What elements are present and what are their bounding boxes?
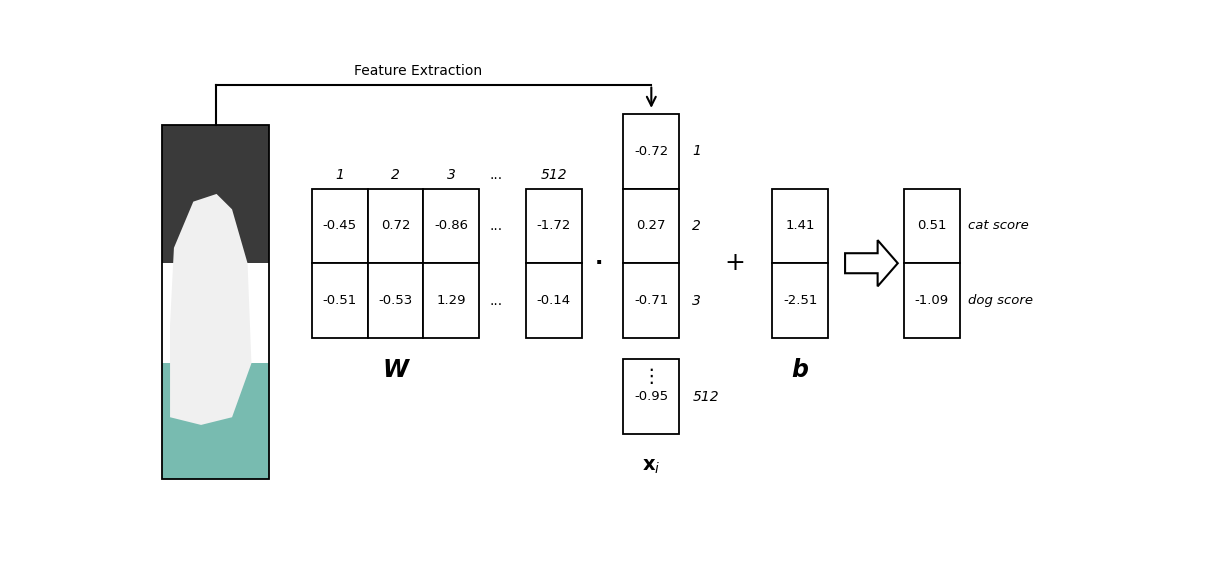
- Bar: [526, 188, 581, 264]
- Text: 0.51: 0.51: [917, 219, 946, 233]
- Text: W: W: [383, 359, 409, 382]
- Text: -0.14: -0.14: [536, 294, 570, 307]
- Bar: [623, 360, 679, 434]
- Bar: [163, 125, 269, 264]
- Text: ...: ...: [490, 168, 503, 182]
- Bar: [905, 188, 960, 264]
- Bar: [772, 188, 827, 264]
- Text: dog score: dog score: [967, 294, 1033, 307]
- Bar: [312, 264, 367, 338]
- Text: -0.45: -0.45: [323, 219, 357, 233]
- Bar: [526, 264, 581, 338]
- Bar: [163, 363, 269, 479]
- Text: -1.09: -1.09: [914, 294, 949, 307]
- Text: 1: 1: [693, 144, 701, 158]
- Text: +: +: [725, 251, 745, 275]
- Text: Feature Extraction: Feature Extraction: [354, 64, 482, 78]
- Text: ·: ·: [595, 253, 602, 273]
- Bar: [905, 264, 960, 338]
- Bar: [772, 264, 827, 338]
- Text: b: b: [792, 359, 809, 382]
- Text: -0.72: -0.72: [634, 145, 668, 157]
- Bar: [367, 264, 424, 338]
- Text: -2.51: -2.51: [783, 294, 818, 307]
- Text: $\mathbf{x}_i$: $\mathbf{x}_i$: [643, 457, 661, 476]
- Bar: [623, 188, 679, 264]
- Text: 2: 2: [392, 168, 400, 182]
- Text: 1: 1: [335, 168, 344, 182]
- Text: 3: 3: [693, 294, 701, 308]
- Text: 512: 512: [693, 390, 718, 404]
- Bar: [367, 188, 424, 264]
- Text: -0.51: -0.51: [323, 294, 357, 307]
- Text: -1.72: -1.72: [536, 219, 570, 233]
- Text: ...: ...: [490, 294, 503, 308]
- Text: -0.71: -0.71: [634, 294, 668, 307]
- Text: 1.29: 1.29: [437, 294, 466, 307]
- Polygon shape: [170, 194, 251, 425]
- Text: ⋮: ⋮: [641, 367, 661, 386]
- Text: 2: 2: [693, 219, 701, 233]
- Polygon shape: [845, 240, 897, 286]
- Text: 0.72: 0.72: [381, 219, 410, 233]
- Text: -0.53: -0.53: [378, 294, 412, 307]
- Text: -0.86: -0.86: [435, 219, 469, 233]
- Bar: [623, 114, 679, 188]
- Text: cat score: cat score: [967, 219, 1028, 233]
- Text: 1.41: 1.41: [786, 219, 815, 233]
- Bar: [623, 264, 679, 338]
- Text: 3: 3: [447, 168, 455, 182]
- Bar: [312, 188, 367, 264]
- Bar: [424, 264, 480, 338]
- Bar: [163, 125, 269, 479]
- Text: 0.27: 0.27: [636, 219, 666, 233]
- Bar: [424, 188, 480, 264]
- Text: 512: 512: [540, 168, 567, 182]
- Text: -0.95: -0.95: [634, 391, 668, 403]
- Text: ...: ...: [490, 219, 503, 233]
